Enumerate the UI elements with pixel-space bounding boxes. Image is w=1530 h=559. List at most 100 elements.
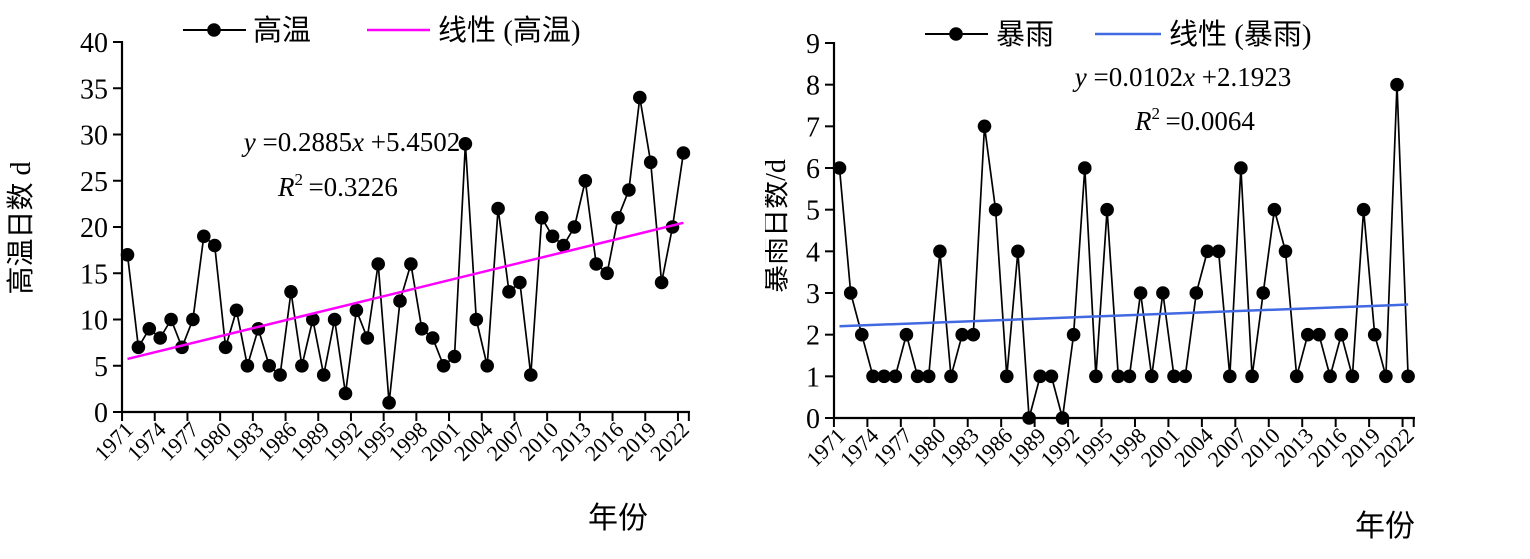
data-point <box>899 327 914 342</box>
legend-series-marker <box>207 23 221 37</box>
legend-trend-label: 线性 (高温) <box>438 14 581 47</box>
data-point <box>676 146 691 160</box>
data-point <box>1144 369 1159 384</box>
high-temp-chart-panel: 0 5 10 15 20 25 30 35 40 1971 1974 1977 1980 1983 1986… <box>5 14 694 535</box>
data-point <box>966 327 981 342</box>
data-point <box>273 368 287 382</box>
series-line <box>838 84 1409 419</box>
data-point <box>843 286 858 300</box>
x-tick-label: 2022 <box>1370 423 1419 472</box>
data-point <box>502 285 516 299</box>
data-point <box>1289 369 1304 384</box>
high-temp-chart-svg: 0 5 10 15 20 25 30 35 40 197119741977198019831986… <box>5 14 694 535</box>
data-point <box>977 119 992 134</box>
data-point <box>611 211 625 225</box>
data-series <box>832 77 1415 425</box>
data-point <box>1379 369 1393 384</box>
data-point <box>153 331 167 345</box>
y-tick-label: 25 <box>80 167 108 198</box>
data-point <box>1301 327 1315 342</box>
data-point <box>1000 369 1014 384</box>
data-point <box>1156 286 1170 300</box>
data-point <box>556 238 571 253</box>
y-axis-ticks: 0 1 2 3 4 5 6 7 8 9 <box>806 29 834 435</box>
y-tick-label: 5 <box>806 196 820 227</box>
data-point <box>393 294 407 308</box>
data-point <box>1401 369 1415 384</box>
trend-equation: y =0.0102x +2.1923 <box>1072 62 1291 92</box>
data-point <box>1178 369 1192 384</box>
y-tick-label: 9 <box>806 29 820 60</box>
trend-line <box>127 221 684 361</box>
data-point <box>643 155 658 170</box>
data-point <box>295 359 309 373</box>
rainstorm-chart-svg: 0 1 2 3 4 5 6 7 8 9 197119741977198019831986198919… <box>760 18 1419 543</box>
legend-series-marker <box>949 27 963 41</box>
data-point <box>164 312 178 327</box>
data-point <box>1066 327 1081 342</box>
data-point <box>306 312 320 327</box>
y-tick-label: 1 <box>806 362 820 393</box>
data-point <box>600 266 614 281</box>
trend-line <box>839 303 1409 328</box>
data-point <box>513 275 527 290</box>
series-line <box>126 97 685 403</box>
data-point <box>578 174 593 188</box>
data-point <box>1122 369 1137 384</box>
data-point <box>316 368 331 382</box>
data-point <box>855 327 869 342</box>
legend: 暴雨 线性 (暴雨) <box>925 18 1312 51</box>
data-point <box>877 369 891 384</box>
data-point <box>622 183 636 197</box>
data-point <box>1367 327 1382 342</box>
x-tick-label: 2022 <box>645 417 694 466</box>
data-point <box>262 359 277 373</box>
x-axis-ticks: 1971197419771980198319861989199219951998… <box>89 412 694 466</box>
data-point <box>1312 327 1326 342</box>
data-point <box>1211 244 1226 259</box>
data-point <box>229 303 244 318</box>
data-point <box>218 340 233 355</box>
legend-trend-label: 线性 (暴雨) <box>1169 18 1312 51</box>
data-point <box>534 211 549 225</box>
data-point <box>1133 286 1148 300</box>
legend-series-label: 高温 <box>253 14 311 47</box>
data-point <box>654 275 669 290</box>
data-point <box>284 285 298 299</box>
data-point <box>1167 369 1181 384</box>
x-axis-title: 年份 <box>1355 510 1415 543</box>
data-point <box>1200 244 1215 259</box>
y-axis-title: 高温日数 d <box>5 161 37 294</box>
data-point <box>447 349 462 364</box>
y-tick-label: 4 <box>806 237 820 268</box>
data-point <box>921 369 936 384</box>
data-point <box>1044 369 1059 384</box>
y-tick-label: 35 <box>80 74 108 105</box>
x-axis-title: 年份 <box>588 502 648 535</box>
data-point <box>131 340 146 355</box>
data-point <box>1334 327 1349 342</box>
legend-series-label: 暴雨 <box>996 19 1054 51</box>
trend-equation: y =0.2885x +5.4502 <box>241 127 460 157</box>
data-point <box>425 331 440 345</box>
y-tick-label: 15 <box>80 259 108 290</box>
data-point <box>832 161 847 175</box>
data-point <box>491 201 505 216</box>
data-point <box>866 369 880 384</box>
data-point <box>988 202 1003 217</box>
data-point <box>382 396 396 410</box>
data-point <box>1033 369 1047 384</box>
data-point <box>338 386 353 401</box>
data-point <box>186 312 200 327</box>
data-point <box>327 312 342 327</box>
data-point <box>1323 369 1337 384</box>
y-tick-label: 6 <box>806 154 820 185</box>
y-tick-label: 2 <box>806 321 820 352</box>
data-series <box>120 90 691 410</box>
data-point <box>120 248 135 262</box>
data-point <box>910 369 925 384</box>
y-tick-label: 7 <box>806 112 820 143</box>
data-point <box>207 238 222 253</box>
data-point <box>1189 286 1204 300</box>
